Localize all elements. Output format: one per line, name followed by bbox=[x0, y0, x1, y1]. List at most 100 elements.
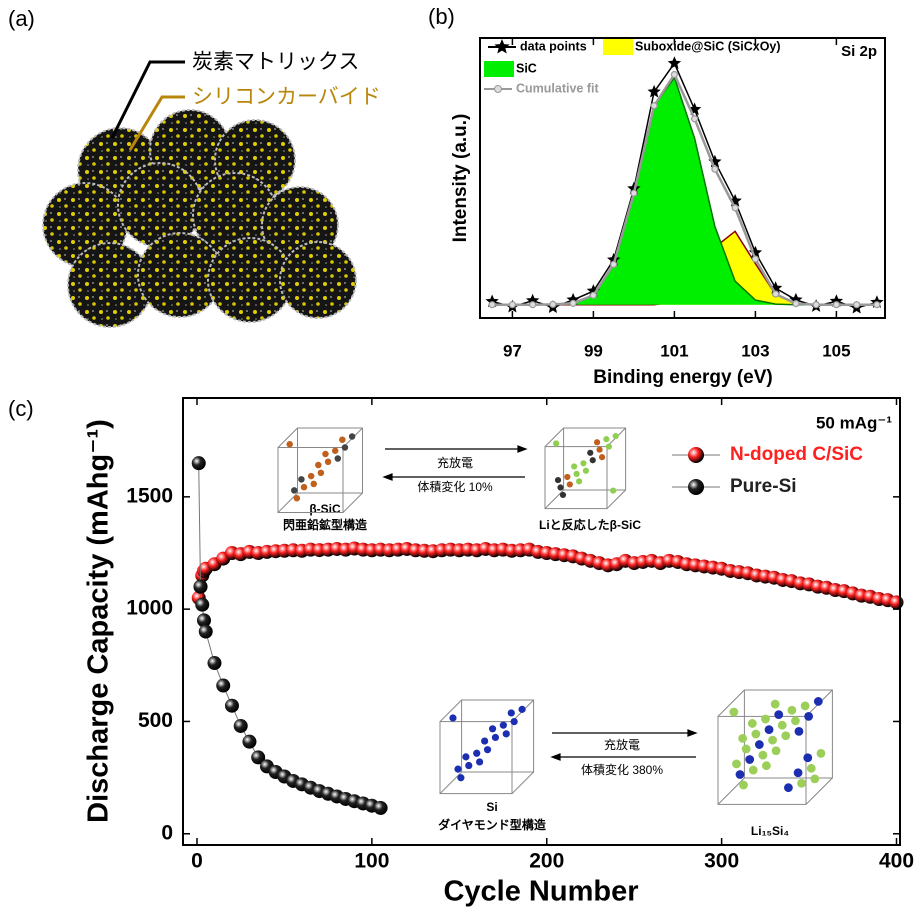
atom bbox=[732, 759, 741, 769]
x-tick-label: 300 bbox=[704, 850, 739, 873]
crystal-structure bbox=[277, 427, 363, 513]
data-point bbox=[748, 245, 763, 259]
atom bbox=[587, 449, 594, 456]
x-tick-label: 200 bbox=[529, 850, 564, 873]
data-point bbox=[207, 656, 222, 671]
plot-frame bbox=[182, 397, 901, 846]
atom bbox=[339, 436, 346, 443]
atom bbox=[804, 712, 814, 721]
atom bbox=[576, 478, 583, 485]
atom bbox=[791, 716, 800, 726]
atom bbox=[810, 774, 820, 784]
atom bbox=[317, 469, 325, 477]
fit-point bbox=[792, 300, 800, 308]
chart: 0 100 200 300 400 0 500 1000 1500 Cycle Number Dis… bbox=[83, 397, 914, 908]
series-line bbox=[198, 463, 381, 809]
atom bbox=[465, 761, 473, 770]
fit-point bbox=[832, 301, 841, 309]
atom bbox=[499, 721, 507, 729]
inset-label: Si bbox=[486, 800, 497, 814]
x-tick-label: 103 bbox=[741, 341, 769, 360]
atom bbox=[564, 473, 571, 481]
data-point bbox=[224, 698, 239, 713]
x-tick-label: 0 bbox=[191, 850, 203, 873]
atom bbox=[806, 763, 816, 773]
atom bbox=[293, 494, 301, 502]
atom bbox=[483, 746, 492, 754]
fit-point bbox=[610, 260, 618, 268]
atom bbox=[566, 481, 573, 488]
atom bbox=[300, 483, 308, 491]
leader-line bbox=[110, 60, 185, 139]
atom bbox=[797, 778, 806, 788]
atom bbox=[598, 454, 606, 461]
leader-line bbox=[128, 95, 185, 151]
data-point bbox=[193, 579, 208, 594]
atom bbox=[729, 707, 739, 717]
fit-point bbox=[711, 165, 719, 173]
data-point bbox=[216, 678, 231, 693]
panel-label: (c) bbox=[8, 396, 34, 421]
atom bbox=[596, 446, 603, 453]
y-axis-label: Intensity (a.u.) bbox=[450, 114, 471, 243]
atom bbox=[286, 441, 293, 448]
data-point bbox=[586, 284, 601, 297]
cube-edge bbox=[717, 689, 745, 717]
legend-label: Pure-Si bbox=[730, 476, 797, 497]
data-point bbox=[196, 613, 211, 628]
atom bbox=[761, 714, 770, 724]
data-point bbox=[233, 718, 248, 733]
atom bbox=[777, 720, 787, 730]
atom bbox=[745, 755, 755, 764]
data-point bbox=[889, 595, 904, 610]
inset: 充放電 体積変化 10% β-SiC 閃亜鉛鉱型構造 Liと反応したβ-SiC … bbox=[283, 455, 789, 838]
fit-point bbox=[549, 300, 557, 308]
legend-swatch bbox=[484, 61, 514, 77]
inset-label: ダイヤモンド型構造 bbox=[438, 817, 547, 832]
x-tick-label: 105 bbox=[822, 341, 850, 360]
y-tick-label: 500 bbox=[138, 709, 173, 732]
data-point bbox=[526, 293, 540, 307]
atom bbox=[291, 487, 298, 494]
cube-edge bbox=[439, 699, 462, 722]
data-point bbox=[242, 734, 257, 749]
fit-point bbox=[670, 70, 679, 79]
fit-point bbox=[508, 301, 517, 309]
fit-point bbox=[853, 301, 861, 309]
atom bbox=[331, 447, 339, 454]
chart: 97 99 101 103 105 Binding energy (eV) Intensit… bbox=[450, 37, 886, 388]
crystal-structure bbox=[439, 699, 535, 795]
fit-point bbox=[488, 301, 496, 309]
inset-label: Li₁₅Si₄ bbox=[751, 824, 789, 838]
atom bbox=[481, 737, 489, 745]
atom bbox=[774, 710, 784, 720]
inset-label: β-SiC bbox=[309, 502, 341, 516]
cube-edge bbox=[297, 427, 363, 494]
atom bbox=[462, 753, 470, 761]
atom bbox=[593, 439, 601, 446]
atom bbox=[764, 725, 774, 734]
data-point bbox=[198, 624, 213, 639]
cube-edge bbox=[342, 492, 363, 513]
atom bbox=[507, 709, 515, 717]
cube-edge bbox=[743, 689, 833, 779]
atom bbox=[557, 484, 564, 491]
crystal-structure bbox=[544, 427, 627, 510]
atom bbox=[771, 746, 781, 756]
atom bbox=[803, 753, 813, 763]
atom bbox=[582, 467, 590, 474]
legend-marker bbox=[494, 39, 510, 54]
data-point bbox=[251, 750, 266, 765]
atom bbox=[457, 774, 465, 782]
atom bbox=[310, 480, 317, 488]
atom bbox=[793, 768, 803, 778]
atom bbox=[762, 761, 771, 771]
crystal-structure bbox=[717, 689, 833, 805]
legend-marker bbox=[688, 479, 704, 495]
atom bbox=[738, 734, 748, 743]
x-tick-label: 97 bbox=[503, 341, 522, 360]
atom bbox=[754, 740, 764, 749]
fit-point bbox=[873, 301, 881, 309]
atom bbox=[476, 758, 484, 766]
cube-edge bbox=[805, 777, 833, 805]
